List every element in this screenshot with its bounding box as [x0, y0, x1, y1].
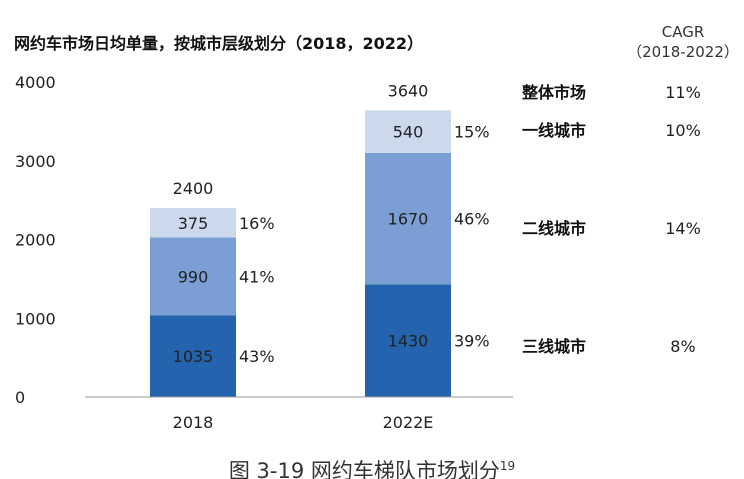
- y-tick-label: 1000: [15, 309, 56, 328]
- bar-share-label: 43%: [239, 347, 275, 366]
- cagr-header: CAGR: [662, 23, 705, 41]
- bars: [150, 110, 451, 397]
- cagr-value: 8%: [670, 337, 695, 356]
- legend: 整体市场 11% 三线城市 8% 二线城市 14% 一线城市 10%: [521, 83, 701, 356]
- bar-segment: [365, 110, 451, 153]
- bar-segment: [150, 208, 236, 238]
- bar-share-label: 15%: [454, 123, 490, 142]
- bar-value-label: 1035: [173, 347, 214, 366]
- figure-caption: 图 3-19 网约车梯队市场划分19: [229, 459, 515, 479]
- bar-value-label: 540: [393, 123, 424, 142]
- y-tick-label: 3000: [15, 152, 56, 171]
- labels: 1035 43% 990 41% 375 16% 2400 1430 39% 1670 46% 540…: [173, 81, 490, 366]
- bar-value-label: 375: [178, 214, 209, 233]
- bar-value-label: 1670: [388, 210, 429, 229]
- caption-superscript: 19: [500, 459, 515, 473]
- bar-share-label: 39%: [454, 332, 490, 351]
- cagr-value: 10%: [665, 121, 701, 140]
- x-tick-label: 2022E: [383, 413, 434, 432]
- bar-segment: [150, 315, 236, 397]
- bar-total-label: 2400: [173, 179, 214, 198]
- y-axis: 0 1000 2000 3000 4000: [15, 73, 56, 407]
- bar-segment: [150, 237, 236, 316]
- legend-label: 一线城市: [522, 121, 586, 140]
- bar-share-label: 41%: [239, 268, 275, 287]
- cagr-value: 11%: [665, 83, 701, 102]
- legend-label: 二线城市: [522, 219, 586, 238]
- caption-text: 图 3-19 网约车梯队市场划分: [229, 459, 500, 479]
- bar-share-label: 46%: [454, 210, 490, 229]
- chart-title: 网约车市场日均单量，按城市层级划分（2018，2022）: [14, 34, 423, 53]
- bar-total-label: 3640: [388, 81, 429, 100]
- bar-value-label: 1430: [388, 332, 429, 351]
- y-tick-label: 0: [15, 388, 25, 407]
- cagr-header-period: （2018-2022）: [627, 43, 739, 61]
- bar-share-label: 16%: [239, 214, 275, 233]
- bar-segment: [365, 284, 451, 397]
- legend-label: 整体市场: [521, 83, 586, 102]
- y-tick-label: 4000: [15, 73, 56, 92]
- legend-label: 三线城市: [522, 337, 586, 356]
- x-axis: 2018 2022E: [173, 413, 434, 432]
- bar-segment: [365, 152, 451, 285]
- x-tick-label: 2018: [173, 413, 214, 432]
- cagr-value: 14%: [665, 219, 701, 238]
- bar-value-label: 990: [178, 268, 209, 287]
- y-tick-label: 2000: [15, 231, 56, 250]
